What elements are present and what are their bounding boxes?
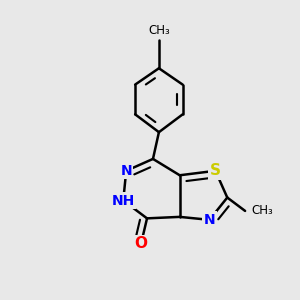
Text: CH₃: CH₃ xyxy=(251,204,273,218)
Text: NH: NH xyxy=(112,194,135,208)
Text: CH₃: CH₃ xyxy=(148,24,170,37)
Text: O: O xyxy=(135,236,148,251)
Text: S: S xyxy=(210,163,221,178)
Text: N: N xyxy=(204,213,215,227)
Text: N: N xyxy=(120,164,132,178)
